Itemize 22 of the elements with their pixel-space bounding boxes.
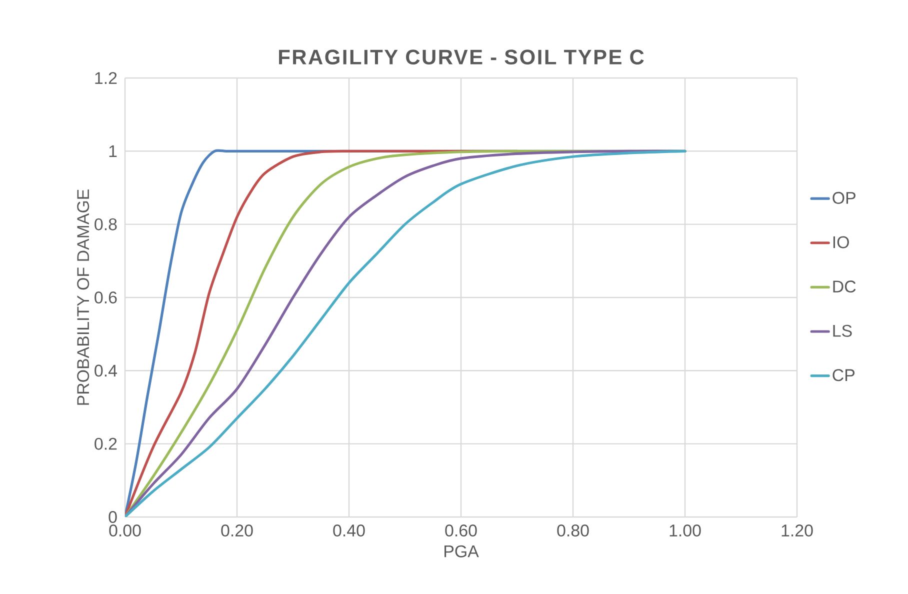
y-tick-label: 1.2 — [95, 72, 117, 84]
legend-label: OP — [832, 192, 856, 204]
x-tick-label: 1.00 — [670, 524, 701, 536]
x-tick-label: 0.40 — [333, 524, 365, 536]
y-tick-label: 1 — [109, 145, 117, 157]
legend-label: DC — [833, 280, 856, 293]
legend-label: CP — [832, 369, 855, 382]
legend-label: IO — [833, 236, 849, 248]
chart-title: FRAGILITY CURVE - SOIL TYPE C — [279, 50, 644, 64]
legend-label: LS — [833, 324, 852, 337]
y-axis-title: PROBABILITY OF DAMAGE — [77, 190, 90, 405]
x-tick-label: 0.20 — [221, 524, 253, 536]
y-tick-label: 0.2 — [94, 438, 117, 450]
y-tick-label: 0.4 — [94, 364, 117, 377]
x-axis-title: PGA — [444, 545, 479, 558]
y-tick-label: 0.8 — [94, 218, 117, 230]
x-tick-label: 0.00 — [109, 524, 141, 536]
x-tick-label: 1.20 — [782, 524, 813, 536]
x-tick-label: 0.80 — [557, 524, 589, 536]
y-tick-label: 0 — [108, 510, 117, 523]
y-tick-label: 0.6 — [94, 291, 117, 304]
x-tick-label: 0.60 — [445, 524, 477, 536]
